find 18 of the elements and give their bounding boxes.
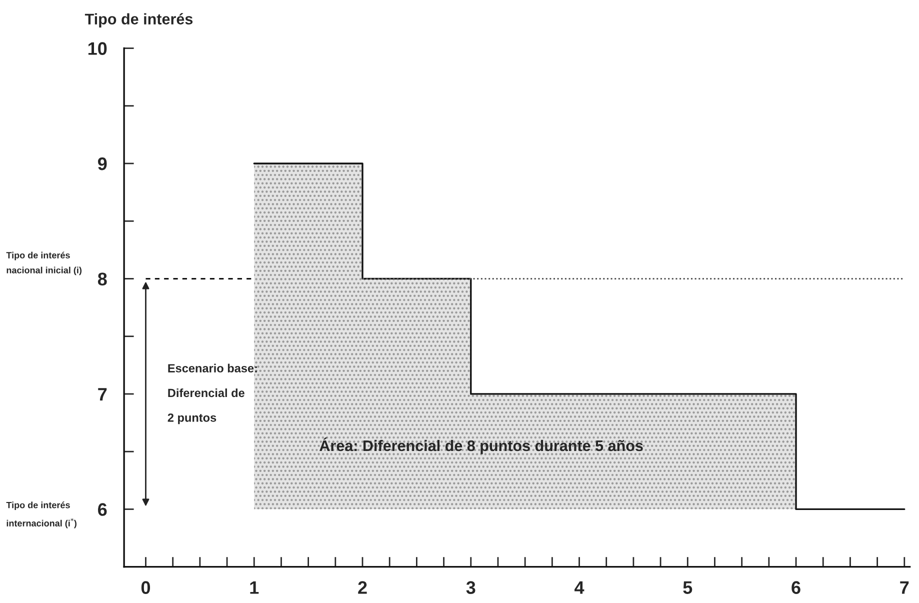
x-tick-label: 3 — [466, 581, 476, 594]
annotation: Área: Diferencial de 8 puntos durante 5 años — [320, 437, 643, 454]
y-tick-label: 6 — [98, 503, 107, 516]
x-tick-label: 4 — [574, 581, 584, 594]
text: Tipo de interés nacional inicial (i) — [6, 252, 82, 276]
x-tick-label: 1 — [250, 581, 259, 594]
x-tick-label: 5 — [683, 581, 692, 594]
y-axis-title: Tipo de interés — [84, 13, 193, 28]
y-tick-label: 8 — [98, 272, 107, 286]
y-tick-label: 7 — [98, 388, 107, 400]
x-tick-label: 7 — [900, 581, 909, 594]
x-tick-label: 0 — [141, 581, 150, 594]
text: Tipo de interés internacional (i$^{*}$) — [6, 502, 76, 528]
y-tick-label: 10 — [88, 42, 107, 55]
text: Escenario base: Diferencial de 2 puntos — [168, 364, 257, 424]
x-tick-label: 6 — [792, 581, 800, 594]
x-tick-label: 2 — [358, 581, 367, 594]
y-tick-label: 9 — [98, 157, 107, 170]
